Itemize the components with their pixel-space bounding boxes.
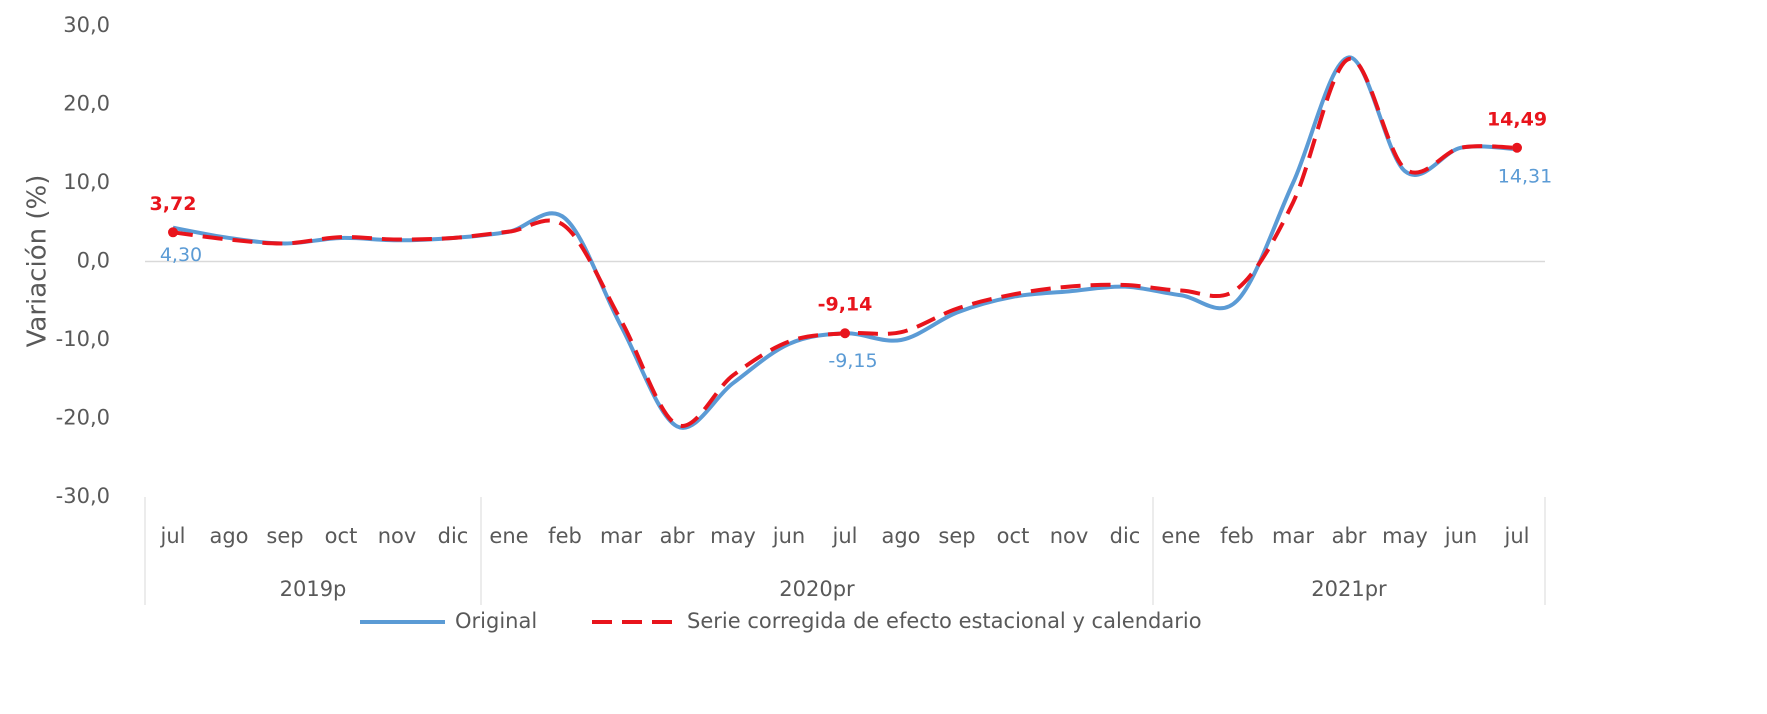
point-marker xyxy=(1512,142,1522,153)
legend-label: Serie corregida de efecto estacional y c… xyxy=(687,609,1202,633)
x-tick-label: jul xyxy=(832,524,858,548)
x-tick-label: jun xyxy=(772,524,805,548)
x-tick-label: feb xyxy=(1220,524,1254,548)
x-tick-label: jun xyxy=(1444,524,1477,548)
y-tick-label: 30,0 xyxy=(63,13,110,37)
series-line xyxy=(172,55,1518,430)
value-label: 14,49 xyxy=(1487,108,1547,130)
value-label: -9,15 xyxy=(828,350,877,372)
x-tick-label: mar xyxy=(1272,524,1314,548)
x-tick-label: may xyxy=(1382,524,1428,548)
x-tick-label: dic xyxy=(438,524,469,548)
x-tick-label: oct xyxy=(325,524,358,548)
x-tick-label: sep xyxy=(938,524,975,548)
group-label: 2020pr xyxy=(779,577,855,601)
x-tick-label: nov xyxy=(378,524,417,548)
x-tick-label: mar xyxy=(600,524,642,548)
group-label: 2019p xyxy=(280,577,347,601)
group-label: 2021pr xyxy=(1311,577,1387,601)
x-tick-label: jul xyxy=(1504,524,1530,548)
x-tick-label: may xyxy=(710,524,756,548)
legend-label: Original xyxy=(455,609,537,633)
y-tick-label: 0,0 xyxy=(77,249,110,273)
y-tick-label: -20,0 xyxy=(56,406,110,430)
y-tick-label: 20,0 xyxy=(63,92,110,116)
x-tick-label: ago xyxy=(881,524,920,548)
x-tick-label: feb xyxy=(548,524,582,548)
x-tick-label: oct xyxy=(997,524,1030,548)
x-tick-label: ene xyxy=(1161,524,1200,548)
y-tick-label: -30,0 xyxy=(56,484,110,508)
value-label: 3,72 xyxy=(150,193,197,215)
y-axis-label: Variación (%) xyxy=(23,175,53,348)
point-marker xyxy=(840,328,850,339)
x-tick-label: nov xyxy=(1050,524,1089,548)
x-tick-label: dic xyxy=(1110,524,1141,548)
x-tick-label: sep xyxy=(266,524,303,548)
value-label: -9,14 xyxy=(818,294,873,316)
y-tick-label: -10,0 xyxy=(56,327,110,351)
value-label: 4,30 xyxy=(160,244,202,266)
point-marker xyxy=(168,227,178,238)
x-tick-label: abr xyxy=(1332,524,1367,548)
series-line xyxy=(172,56,1518,428)
x-tick-label: ene xyxy=(489,524,528,548)
x-tick-label: abr xyxy=(660,524,695,548)
x-tick-label: ago xyxy=(209,524,248,548)
value-label: 14,31 xyxy=(1498,166,1552,188)
y-tick-label: 10,0 xyxy=(63,170,110,194)
x-tick-label: jul xyxy=(160,524,186,548)
